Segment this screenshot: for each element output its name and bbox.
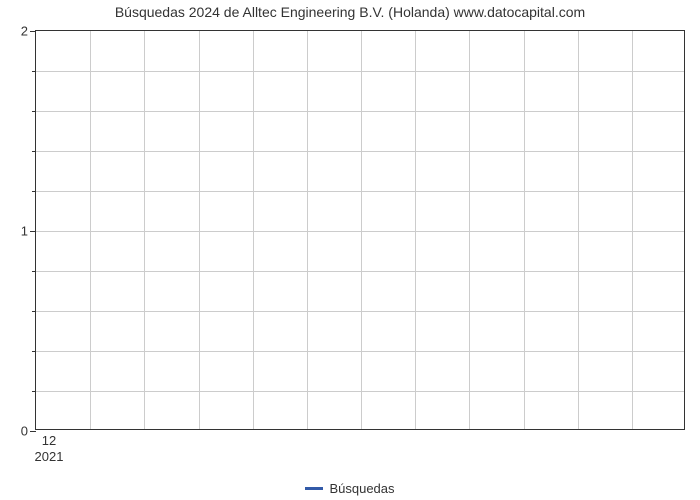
plot-area: 012122021 (35, 30, 685, 430)
grid-line-horizontal (36, 391, 684, 392)
legend: Búsquedas (0, 481, 700, 496)
chart-title: Búsquedas 2024 de Alltec Engineering B.V… (0, 4, 700, 20)
grid-line-vertical (578, 31, 579, 429)
grid-line-vertical (361, 31, 362, 429)
grid-line-vertical (307, 31, 308, 429)
grid-line-vertical (524, 31, 525, 429)
y-axis-minor-tick (32, 191, 36, 192)
y-axis-minor-tick (32, 391, 36, 392)
grid-line-horizontal (36, 71, 684, 72)
y-axis-minor-tick (32, 151, 36, 152)
grid-line-horizontal (36, 191, 684, 192)
grid-line-horizontal (36, 231, 684, 232)
chart-container: Búsquedas 2024 de Alltec Engineering B.V… (0, 0, 700, 500)
y-axis-tick-mark (30, 231, 36, 232)
legend-label: Búsquedas (329, 481, 394, 496)
y-axis-tick-mark (30, 31, 36, 32)
grid-line-horizontal (36, 271, 684, 272)
legend-swatch (305, 487, 323, 490)
y-axis-minor-tick (32, 351, 36, 352)
grid-line-vertical (90, 31, 91, 429)
grid-line-horizontal (36, 351, 684, 352)
grid-line-vertical (632, 31, 633, 429)
grid-line-horizontal (36, 111, 684, 112)
y-axis-minor-tick (32, 311, 36, 312)
grid-line-vertical (144, 31, 145, 429)
grid-line-vertical (415, 31, 416, 429)
y-axis-minor-tick (32, 111, 36, 112)
grid-line-horizontal (36, 151, 684, 152)
grid-line-vertical (253, 31, 254, 429)
grid-line-vertical (469, 31, 470, 429)
y-axis-minor-tick (32, 71, 36, 72)
y-axis-minor-tick (32, 271, 36, 272)
x-axis-year-label: 2021 (35, 429, 64, 464)
grid-line-vertical (199, 31, 200, 429)
grid-line-horizontal (36, 311, 684, 312)
